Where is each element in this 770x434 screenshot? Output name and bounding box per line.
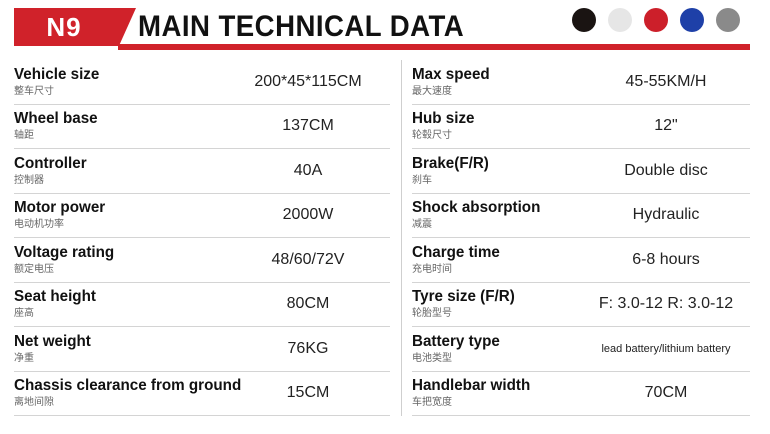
spec-label-cn: 离地间隙 [14,397,54,409]
spec-label: Seat height [14,288,96,306]
spec-label: Chassis clearance from ground [14,377,242,395]
spec-row: Brake(F/R) 刹车 Double disc [412,149,750,194]
model-tag: N9 [14,8,136,46]
spec-label-cn: 轴距 [14,130,34,142]
spec-label: Tyre size (F/R) [412,288,515,306]
header-rule [118,44,750,50]
spec-value: 15CM [286,384,330,402]
spec-row: Wheel base 轴距 137CM [14,105,390,149]
page-title: MAIN TECHNICAL DATA [138,10,465,43]
spec-label: Max speed [412,65,490,83]
spec-value: Double disc [624,161,708,179]
column-divider [401,60,402,416]
spec-row: Controller 控制器 40A [14,149,390,194]
spec-column-left: Vehicle size 整车尺寸 200*45*115CM Wheel base… [14,60,390,416]
spec-value: 40A [293,161,323,179]
spec-value: 6-8 hours [632,250,700,268]
header: N9 MAIN TECHNICAL DATA [0,0,770,60]
spec-label: Net weight [14,332,91,350]
spec-label: Motor power [14,199,106,217]
spec-value: 45-55KM/H [625,72,707,90]
spec-table: Vehicle size 整车尺寸 200*45*115CM Wheel base… [14,60,750,416]
spec-label-cn: 电池类型 [412,352,452,364]
spec-value: Hydraulic [632,206,700,224]
spec-label-cn: 最大速度 [412,85,452,97]
spec-row: Max speed 最大速度 45-55KM/H [412,60,750,105]
spec-value: 2000W [282,206,334,224]
spec-column-right: Max speed 最大速度 45-55KM/H Hub size 轮毂尺寸 12"… [412,60,750,416]
color-swatch[interactable] [572,8,596,32]
spec-value: 48/60/72V [271,250,345,268]
spec-row: Charge time 充电时间 6-8 hours [412,238,750,283]
spec-label: Controller [14,154,87,172]
color-swatch[interactable] [608,8,632,32]
spec-value: 80CM [286,295,330,313]
spec-label: Brake(F/R) [412,154,489,172]
spec-row: Voltage rating 额定电压 48/60/72V [14,238,390,283]
color-swatch[interactable] [716,8,740,32]
spec-value: 200*45*115CM [254,72,362,90]
spec-label: Vehicle size [14,65,100,83]
spec-label: Shock absorption [412,199,541,217]
spec-value: lead battery/lithium battery [601,342,731,355]
spec-label-cn: 车把宽度 [412,397,452,409]
spec-label: Charge time [412,243,500,261]
spec-row: Shock absorption 减震 Hydraulic [412,194,750,238]
spec-row: Hub size 轮毂尺寸 12" [412,105,750,149]
spec-label-cn: 充电时间 [412,263,452,275]
spec-value: F: 3.0-12 R: 3.0-12 [598,295,734,313]
spec-value: 137CM [282,117,334,135]
color-swatches [572,8,740,32]
spec-label: Hub size [412,110,475,128]
spec-row: Handlebar width 车把宽度 70CM [412,372,750,416]
color-swatch[interactable] [644,8,668,32]
spec-label-cn: 刹车 [412,174,432,186]
spec-row: Battery type 电池类型 lead battery/lithium ba… [412,327,750,372]
spec-value: 70CM [644,384,688,402]
spec-row: Tyre size (F/R) 轮胎型号 F: 3.0-12 R: 3.0-12 [412,283,750,327]
spec-label-cn: 控制器 [14,174,44,186]
spec-label-cn: 电动机功率 [14,219,64,231]
spec-row: Chassis clearance from ground 离地间隙 15CM [14,372,390,416]
spec-label-cn: 整车尺寸 [14,85,54,97]
spec-label-cn: 净重 [14,352,34,364]
spec-row: Seat height 座高 80CM [14,283,390,327]
spec-row: Vehicle size 整车尺寸 200*45*115CM [14,60,390,105]
spec-label-cn: 座高 [14,308,34,320]
spec-value: 12" [654,117,678,135]
spec-label-cn: 减震 [412,219,432,231]
spec-label: Wheel base [14,110,98,128]
spec-label: Handlebar width [412,377,531,395]
color-swatch[interactable] [680,8,704,32]
spec-row: Motor power 电动机功率 2000W [14,194,390,238]
spec-label-cn: 轮毂尺寸 [412,130,452,142]
spec-label: Voltage rating [14,243,115,261]
spec-value: 76KG [287,339,329,357]
spec-label-cn: 轮胎型号 [412,308,452,320]
spec-label-cn: 额定电压 [14,263,54,275]
spec-label: Battery type [412,332,500,350]
spec-row: Net weight 净重 76KG [14,327,390,372]
